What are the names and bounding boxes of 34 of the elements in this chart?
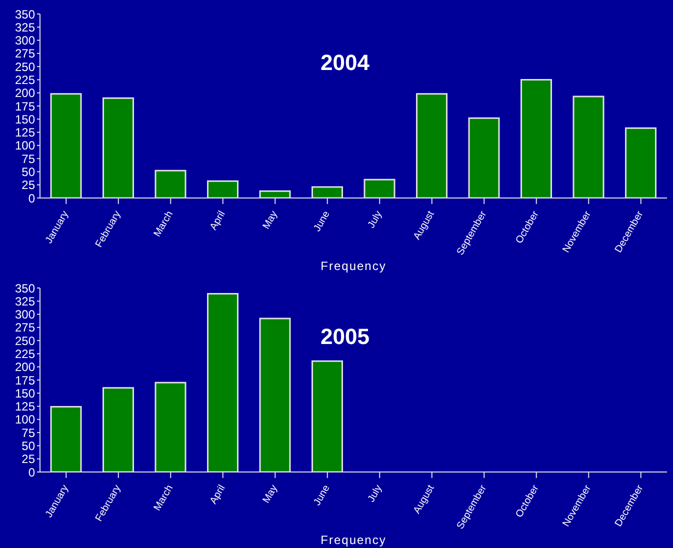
- y-tick-label: 275: [14, 320, 36, 335]
- y-tick-label: 350: [14, 281, 36, 296]
- y-tick-label: 125: [14, 400, 36, 414]
- y-tick-label: 0: [28, 465, 36, 480]
- y-tick-label: 50: [22, 164, 36, 179]
- y-tick-label: 0: [28, 191, 36, 206]
- text: 2005: [320, 324, 370, 350]
- y-tick-label: 325: [14, 20, 36, 34]
- y-tick-label: 175: [14, 373, 36, 388]
- y-tick-label: 250: [14, 334, 36, 348]
- y-tick-label: 75: [22, 152, 36, 166]
- y-tick-label: 25: [22, 452, 36, 466]
- y-tick-label: 150: [14, 386, 36, 400]
- y-tick-label: 350: [14, 7, 36, 22]
- y-tick-label: 100: [14, 138, 36, 153]
- y-tick-label: 275: [14, 46, 36, 61]
- y-tick-label: 250: [14, 60, 36, 74]
- y-tick-label: 225: [14, 346, 36, 361]
- y-tick-label: 300: [14, 308, 36, 322]
- x-axis-title: Frequency: [320, 259, 386, 273]
- y-tick-label: 325: [14, 294, 36, 308]
- y-tick-label: 200: [14, 360, 36, 374]
- y-tick-label: 100: [14, 412, 36, 427]
- x-axis-title: Frequency: [320, 533, 386, 547]
- y-tick-label: 225: [14, 72, 36, 87]
- y-tick-label: 125: [14, 126, 36, 140]
- y-tick-label: 75: [22, 426, 36, 440]
- y-tick-label: 175: [14, 99, 36, 114]
- y-tick-label: 300: [14, 34, 36, 48]
- text: 2004: [320, 50, 370, 76]
- y-tick-label: 200: [14, 86, 36, 100]
- y-tick-label: 50: [22, 438, 36, 453]
- y-tick-label: 25: [22, 178, 36, 192]
- y-tick-label: 150: [14, 112, 36, 126]
